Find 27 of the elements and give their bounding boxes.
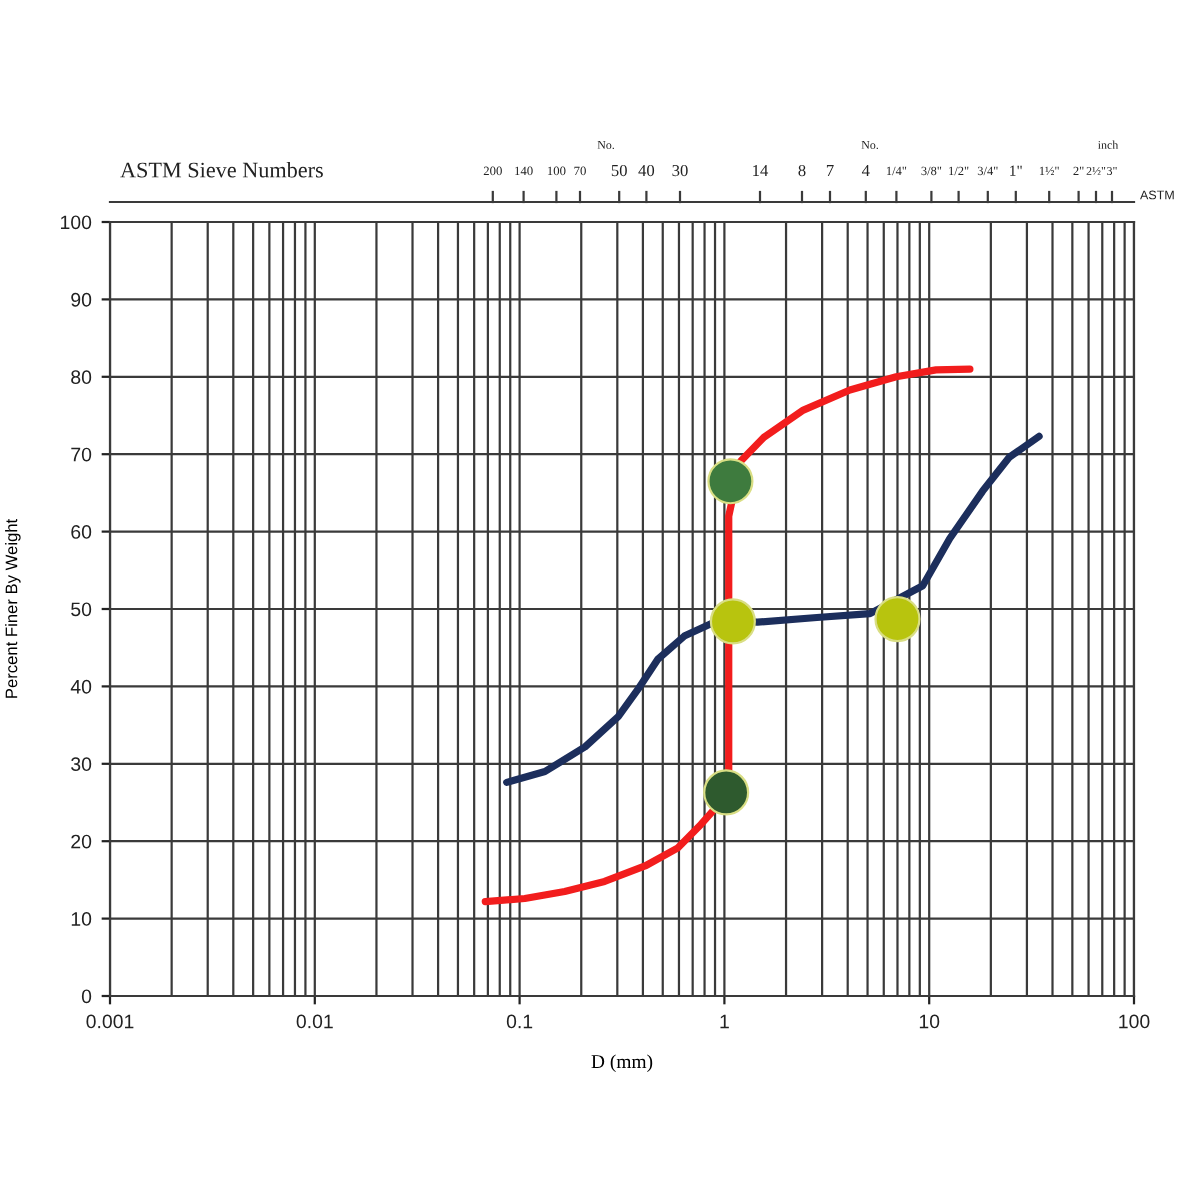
y-tick-label: 0 [81,989,92,1004]
y-tick-label: 70 [71,447,92,462]
y-tick-label: 30 [71,757,92,772]
text: 4 [861,165,870,177]
text: 14 [753,165,769,177]
x-tick-label: 0.001 [86,1014,134,1029]
y-axis-title: Percent Finer By Weight [5,518,21,698]
y-tick-label: 100 [60,215,92,230]
y-tick-label: 50 [71,602,92,617]
y-tick-label: 40 [70,679,92,694]
text: 50 [611,164,627,177]
text: 40 [638,164,655,177]
text: 8 [798,164,806,177]
y-tick-label: 20 [71,834,92,849]
x-tick-label: 0.01 [296,1014,333,1029]
x-tick-label: 10 [919,1014,940,1029]
y-tick-label: 80 [71,370,92,385]
y-tick-label: 60 [71,525,92,539]
x-tick-label: 1 [720,1014,729,1029]
x-tick-label: 100 [1119,1014,1150,1029]
x-axis-title: D (mm) [591,1054,653,1073]
x-tick-label: 0.1 [506,1014,533,1029]
y-tick-label: 10 [71,912,92,926]
y-tick-label: 90 [71,292,92,307]
text: 7 [826,165,834,177]
text: 30 [672,164,688,177]
text: ASTM Sieve Numbers [120,161,323,178]
